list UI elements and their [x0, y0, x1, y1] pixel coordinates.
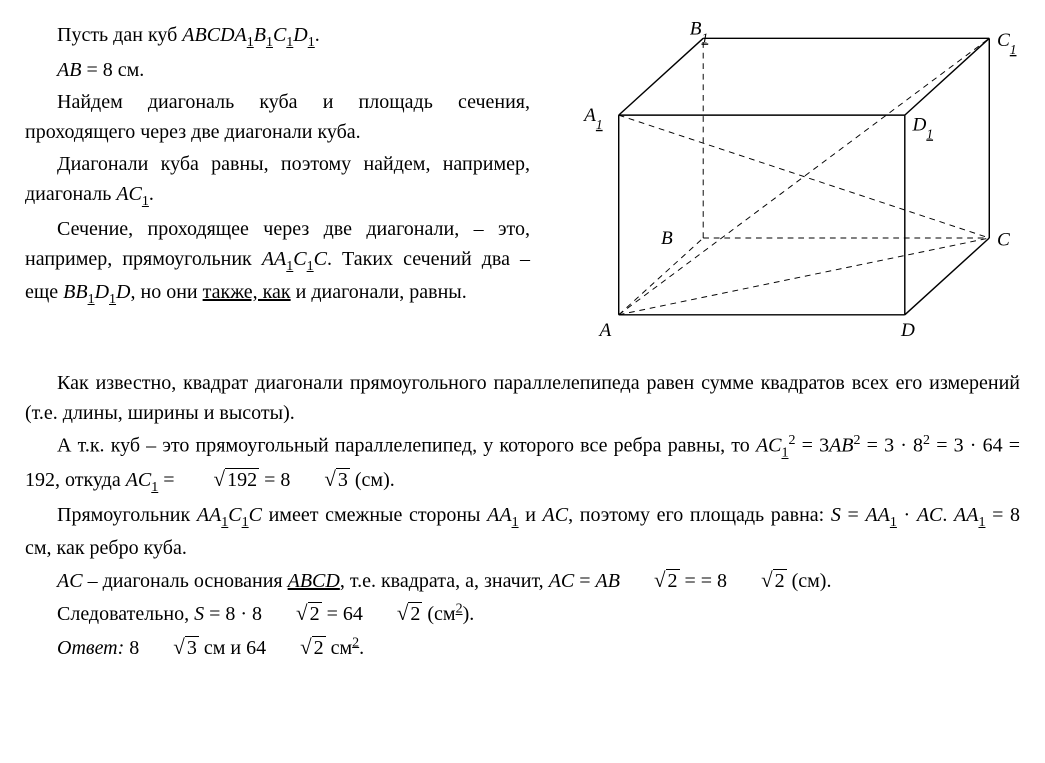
t: AA [262, 248, 286, 270]
t: ABCDA [182, 24, 246, 46]
t: S [831, 504, 841, 526]
sqrt-icon: 2 [363, 598, 423, 630]
cube-diagram: ABCDA1B1C1D1 [540, 20, 1020, 360]
svg-text:A: A [598, 320, 612, 341]
t: = [841, 504, 866, 526]
sqrt-icon: 3 [139, 632, 199, 664]
t: D [95, 281, 109, 303]
t: см и 64 [199, 637, 266, 659]
t: = 3 [796, 435, 830, 457]
svg-text:D: D [900, 320, 915, 341]
svg-text:D1: D1 [911, 114, 933, 141]
t: AA [197, 504, 221, 526]
t: S [194, 603, 204, 625]
t: (см). [350, 469, 395, 491]
t: Пусть дан куб [57, 24, 182, 46]
t: Прямоугольник [57, 504, 197, 526]
t: Следовательно, [57, 603, 194, 625]
t: , но они [131, 281, 203, 303]
t: . [942, 504, 954, 526]
p3: Найдем диагональ куба и площадь сечения,… [25, 87, 530, 147]
t: AB [57, 59, 81, 81]
t: = [574, 570, 595, 592]
sqrt-icon: 2 [266, 632, 326, 664]
t: AA [865, 504, 889, 526]
t: А т.к. куб – это прямоугольный параллеле… [57, 435, 756, 457]
t: D [116, 281, 130, 303]
t: C [249, 504, 262, 526]
p5: Сечение, проходящее через две диагонали,… [25, 214, 530, 310]
t: 8 [124, 637, 139, 659]
svg-text:A1: A1 [582, 105, 602, 132]
cube-svg: ABCDA1B1C1D1 [540, 20, 1020, 360]
t: · [897, 504, 917, 526]
t: = 3 · 8 [861, 435, 924, 457]
t: AC [543, 504, 569, 526]
t: AB [596, 570, 620, 592]
t: и диагонали, равны. [291, 281, 467, 303]
p6: Как известно, квадрат диагонали прямоуго… [25, 368, 1020, 428]
t: C [314, 248, 327, 270]
t: см [326, 637, 353, 659]
t: Ответ: [57, 637, 124, 659]
t: имеет смежные стороны [262, 504, 487, 526]
p8: Прямоугольник AA1C1C имеет смежные сторо… [25, 500, 1020, 563]
body-text: Как известно, квадрат диагонали прямоуго… [25, 368, 1020, 663]
t: Диагонали куба равны, поэтому найдем, на… [25, 153, 530, 205]
t: B [254, 24, 266, 46]
t: . [149, 183, 154, 205]
p9: AC – диагональ основания ABCD, т.е. квад… [25, 565, 1020, 597]
t: C [273, 24, 286, 46]
svg-text:C1: C1 [997, 30, 1017, 57]
t: – диагональ основания [83, 570, 288, 592]
sqrt-icon: 2 [727, 565, 787, 597]
t: AC [549, 570, 575, 592]
t: AC [917, 504, 943, 526]
p4: Диагонали куба равны, поэтому найдем, на… [25, 149, 530, 212]
t: = 8 [259, 469, 290, 491]
t: C [293, 248, 306, 270]
t: (см). [787, 570, 832, 592]
t: = 64 [322, 603, 363, 625]
p2: AB = 8 см. [25, 55, 530, 85]
t: (см [422, 603, 455, 625]
t: , поэтому его площадь равна: [568, 504, 831, 526]
p1: Пусть дан куб ABCDA1B1C1D1. [25, 20, 530, 53]
t: = 8 см. [81, 59, 144, 81]
t: AC [126, 469, 152, 491]
t: = 8 · 8 [204, 603, 262, 625]
t: AC [57, 570, 83, 592]
sqrt-icon: 2 [262, 598, 322, 630]
svg-text:B: B [661, 228, 673, 249]
svg-text:C: C [997, 230, 1010, 251]
p11-answer: Ответ: 83 см и 642 см2. [25, 632, 1020, 664]
t: AA [487, 504, 511, 526]
t: ). [463, 603, 475, 625]
t: . [315, 24, 320, 46]
sqrt-icon: 2 [620, 565, 680, 597]
t: ABCD [288, 570, 340, 592]
p7: А т.к. куб – это прямоугольный параллеле… [25, 430, 1020, 498]
t: . [359, 637, 364, 659]
t: AC [756, 435, 782, 457]
t: AC [116, 183, 142, 205]
t: = [158, 469, 179, 491]
t: , т.е. квадрата, а, значит, [340, 570, 549, 592]
t: AB [829, 435, 853, 457]
t: AA [954, 504, 978, 526]
sqrt-icon: 192 [180, 464, 260, 496]
t: D [293, 24, 307, 46]
t: и [519, 504, 543, 526]
t: также, как [203, 281, 291, 303]
sqrt-icon: 3 [290, 464, 350, 496]
intro-text: Пусть дан куб ABCDA1B1C1D1. AB = 8 см. Н… [25, 20, 540, 312]
t: BB [63, 281, 87, 303]
t: = = 8 [680, 570, 728, 592]
t: C [228, 504, 241, 526]
p10: Следовательно, S = 8 · 82 = 642 (см2). [25, 598, 1020, 630]
